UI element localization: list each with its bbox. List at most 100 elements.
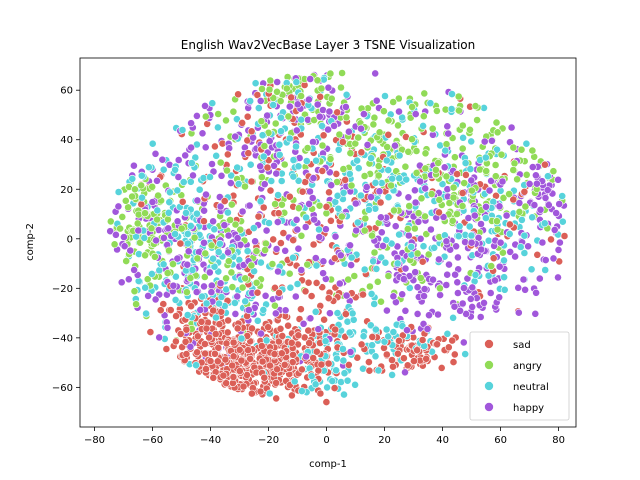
point-angry xyxy=(134,210,143,219)
point-happy xyxy=(231,309,240,318)
point-neutral xyxy=(323,383,331,392)
point-happy xyxy=(273,218,282,226)
point-neutral xyxy=(520,231,529,240)
point-happy xyxy=(134,226,143,235)
point-neutral xyxy=(340,390,348,399)
point-happy xyxy=(189,171,197,180)
point-neutral xyxy=(165,188,174,197)
point-happy xyxy=(352,226,361,235)
point-neutral xyxy=(471,270,480,279)
point-angry xyxy=(276,97,285,105)
point-neutral xyxy=(227,171,236,180)
point-sad xyxy=(258,357,267,366)
point-angry xyxy=(360,226,369,235)
point-neutral xyxy=(371,204,380,213)
point-angry xyxy=(482,167,491,175)
point-angry xyxy=(236,225,245,234)
point-sad xyxy=(316,92,325,101)
point-neutral xyxy=(321,337,330,346)
point-angry xyxy=(266,76,275,85)
point-angry xyxy=(528,146,537,155)
point-neutral xyxy=(459,133,467,142)
point-happy xyxy=(411,198,420,207)
point-angry xyxy=(377,297,385,306)
point-angry xyxy=(350,272,359,280)
point-neutral xyxy=(210,225,219,234)
point-neutral xyxy=(290,377,299,386)
point-sad xyxy=(280,360,289,369)
point-happy xyxy=(410,186,419,195)
point-angry xyxy=(268,260,277,268)
point-sad xyxy=(318,166,327,175)
point-happy xyxy=(129,161,138,170)
point-neutral xyxy=(141,283,150,292)
point-happy xyxy=(511,252,519,261)
point-neutral xyxy=(528,213,537,222)
point-neutral xyxy=(558,192,567,200)
point-neutral xyxy=(371,325,380,334)
point-angry xyxy=(404,147,413,156)
point-neutral xyxy=(256,258,265,267)
point-neutral xyxy=(353,218,362,227)
point-angry xyxy=(229,107,238,116)
point-neutral xyxy=(467,231,476,240)
x-tick-label: 40 xyxy=(436,435,449,446)
point-sad xyxy=(322,202,331,211)
point-happy xyxy=(183,260,192,269)
point-neutral xyxy=(199,174,208,182)
point-neutral xyxy=(395,230,403,239)
point-angry xyxy=(270,301,279,310)
point-angry xyxy=(499,193,508,202)
point-neutral xyxy=(297,387,306,395)
point-sad xyxy=(449,358,458,366)
point-angry xyxy=(258,85,266,93)
point-happy xyxy=(411,110,420,118)
point-angry xyxy=(154,191,162,200)
point-angry xyxy=(265,85,274,94)
point-neutral xyxy=(466,165,475,173)
point-sad xyxy=(235,367,244,375)
point-neutral xyxy=(372,264,381,273)
point-neutral xyxy=(302,157,311,165)
point-happy xyxy=(367,193,375,201)
point-angry xyxy=(401,162,410,171)
point-happy xyxy=(270,161,278,170)
point-happy xyxy=(152,236,160,245)
point-happy xyxy=(453,253,462,262)
point-happy xyxy=(416,234,425,243)
point-neutral xyxy=(388,174,397,183)
point-neutral xyxy=(165,198,174,207)
point-sad xyxy=(272,378,280,387)
point-angry xyxy=(342,113,351,122)
point-neutral xyxy=(334,145,343,154)
x-tick-label: −40 xyxy=(200,435,221,446)
point-happy xyxy=(174,173,183,181)
point-angry xyxy=(163,269,172,277)
point-neutral xyxy=(360,265,369,274)
point-happy xyxy=(556,238,564,247)
point-angry xyxy=(421,149,430,158)
point-happy xyxy=(452,242,460,251)
point-angry xyxy=(231,220,240,229)
point-sad xyxy=(205,333,213,342)
point-neutral xyxy=(233,163,242,172)
point-happy xyxy=(467,238,476,247)
point-happy xyxy=(292,215,301,224)
point-sad xyxy=(221,355,230,364)
point-neutral xyxy=(345,328,354,337)
point-happy xyxy=(552,209,561,217)
point-sad xyxy=(210,142,219,151)
point-happy xyxy=(429,275,437,284)
point-happy xyxy=(443,122,452,131)
point-neutral xyxy=(516,243,525,251)
point-neutral xyxy=(187,159,196,167)
point-happy xyxy=(436,291,444,299)
point-neutral xyxy=(289,156,298,164)
point-sad xyxy=(547,235,555,244)
x-tick-label: −60 xyxy=(142,435,163,446)
point-angry xyxy=(297,231,306,240)
point-neutral xyxy=(312,261,321,270)
point-sad xyxy=(322,398,331,406)
point-sad xyxy=(243,112,252,121)
point-neutral xyxy=(289,172,298,181)
